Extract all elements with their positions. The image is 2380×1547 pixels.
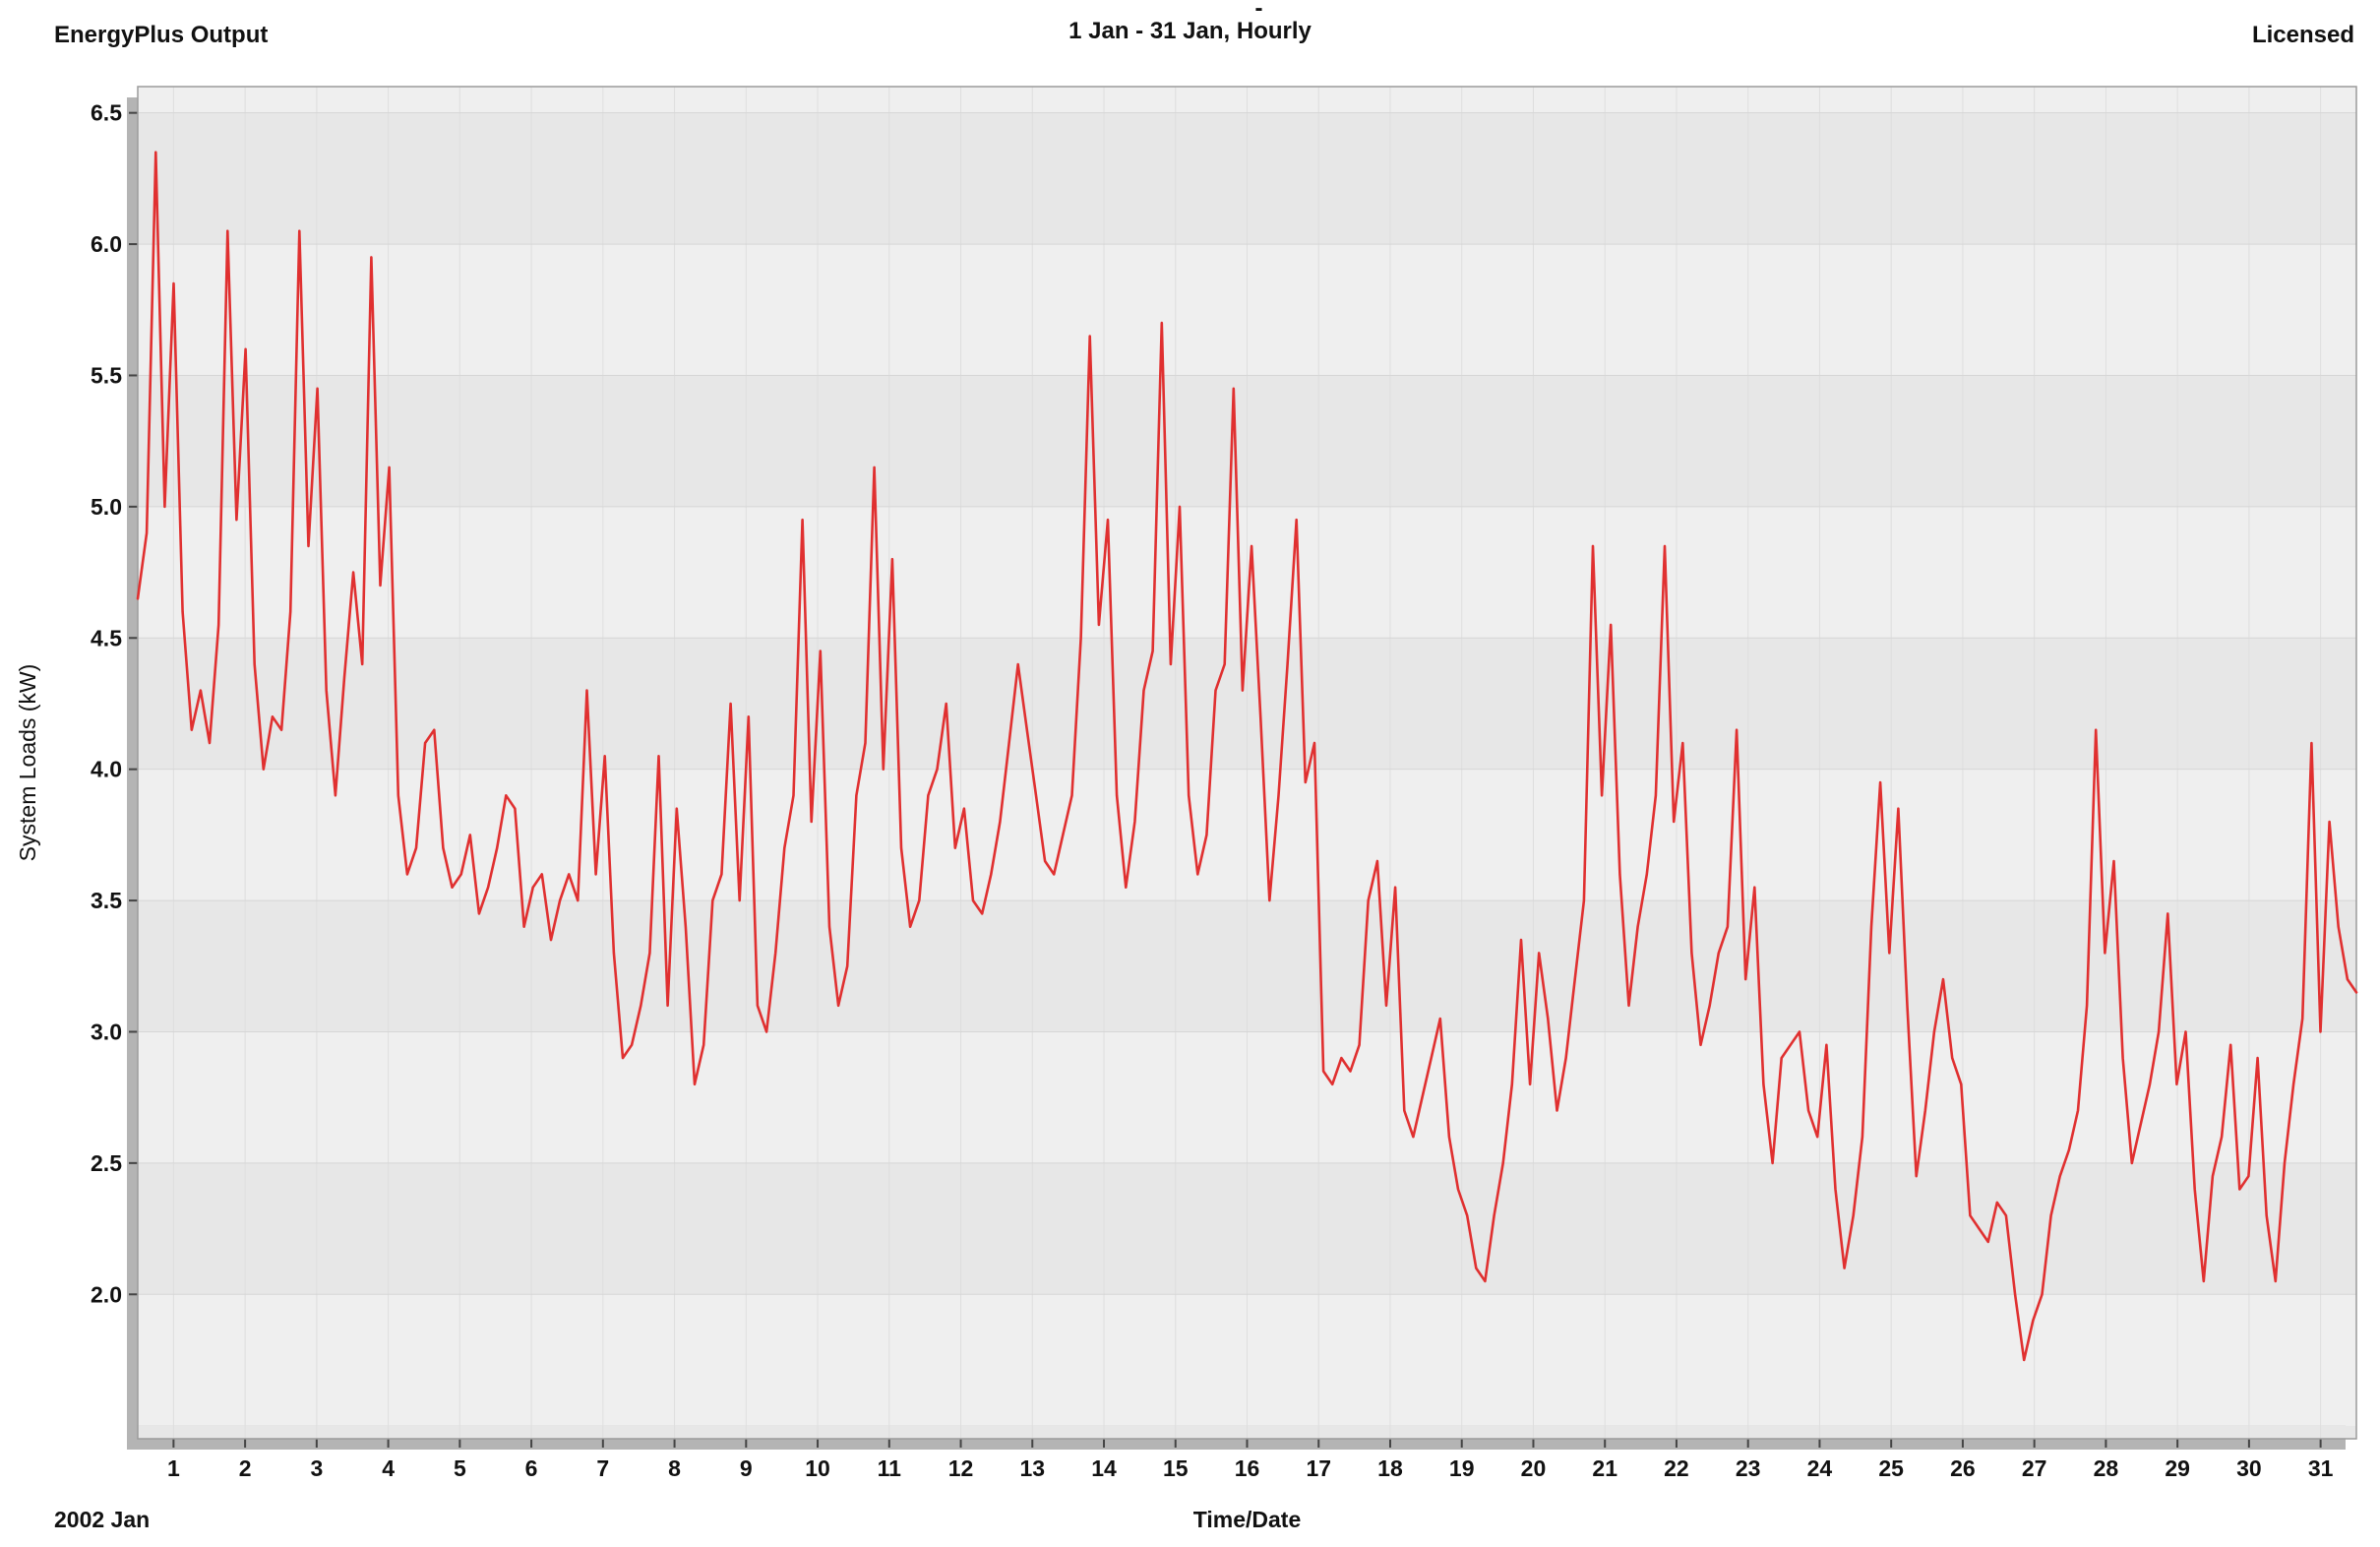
x-tick-label: 22: [1664, 1455, 1689, 1481]
x-tick-label: 12: [948, 1455, 974, 1481]
y-axis-label: System Loads (kW): [15, 664, 40, 862]
x-tick-label: 25: [1878, 1455, 1904, 1481]
x-tick-label: 16: [1235, 1455, 1260, 1481]
x-tick-label: 29: [2165, 1455, 2190, 1481]
x-tick-label: 1: [167, 1455, 180, 1481]
series-line: [136, 151, 2358, 1362]
title-mark: -: [1254, 0, 1263, 22]
y-tick-label: 2.0: [91, 1281, 122, 1307]
y-tick-label: 2.5: [91, 1150, 122, 1176]
license-label: Licensed: [2251, 22, 2354, 48]
x-axis-label: Time/Date: [1193, 1507, 1302, 1532]
chart-title: 1 Jan - 31 Jan, Hourly: [1068, 18, 1312, 44]
chart-canvas: 1 2 3 4 5 6 7 8 9 10 11 12 13 14 15 16 17 18 19 20 21 22 23 24 2…: [15, 86, 2358, 1532]
x-tick-label: 10: [805, 1455, 830, 1481]
x-tick-label: 28: [2094, 1455, 2119, 1481]
header: EnergyPlus Output - 1 Jan - 31 Jan, Hour…: [0, 0, 2380, 55]
x-tick-label: 8: [668, 1455, 681, 1481]
y-tick-label: 4.0: [91, 757, 122, 782]
y-tick-label: 3.0: [91, 1019, 122, 1044]
x-tick-label: 21: [1592, 1455, 1617, 1481]
chart-title-wrap: - 1 Jan - 31 Jan, Hourly: [1068, 0, 1312, 45]
x-tick-label: 6: [525, 1455, 538, 1481]
x-tick-label: 24: [1807, 1455, 1833, 1481]
x-tick-label: 7: [596, 1455, 609, 1481]
x-tick-label: 30: [2236, 1455, 2262, 1481]
x-tick-label: 18: [1377, 1455, 1403, 1481]
x-tick-label: 26: [1950, 1455, 1976, 1481]
y-tick-label: 5.0: [91, 494, 122, 520]
x-tick-label: 11: [878, 1455, 902, 1481]
y-tick-label: 6.0: [91, 231, 122, 257]
x-axis-note: 2002 Jan: [54, 1507, 150, 1532]
x-tick-label: 19: [1449, 1455, 1475, 1481]
x-tick-label: 5: [454, 1455, 466, 1481]
y-tick-label: 5.5: [91, 362, 122, 388]
x-tick-label: 9: [740, 1455, 753, 1481]
y-tick-label: 6.5: [91, 100, 122, 126]
x-tick-label: 3: [310, 1455, 323, 1481]
x-tick-label: 4: [382, 1455, 395, 1481]
x-tick-label: 27: [2022, 1455, 2047, 1481]
x-tick-label: 23: [1736, 1455, 1761, 1481]
y-tick-label: 3.5: [91, 888, 122, 913]
plot-frame: [137, 86, 2357, 1440]
x-tick-label: 31: [2308, 1455, 2334, 1481]
x-tick-label: 2: [239, 1455, 252, 1481]
x-tick-label: 13: [1019, 1455, 1045, 1481]
app-title: EnergyPlus Output: [54, 22, 269, 48]
x-tick-label: 15: [1163, 1455, 1189, 1481]
x-tick-label: 20: [1521, 1455, 1547, 1481]
x-tick-label: 14: [1091, 1455, 1117, 1481]
y-tick-label: 4.5: [91, 625, 122, 650]
x-tick-label: 17: [1306, 1455, 1331, 1481]
